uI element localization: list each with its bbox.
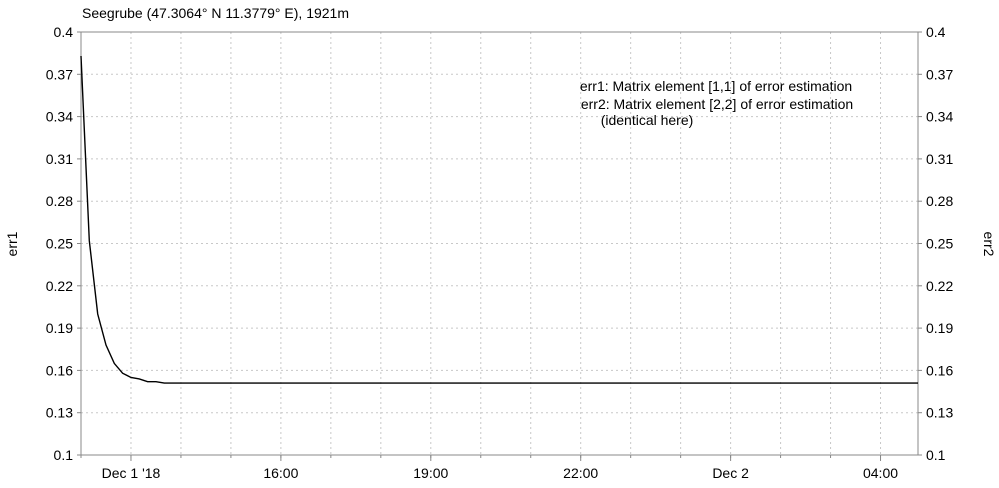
y-tick-label-left: 0.28 — [46, 193, 73, 209]
y-tick-label-right: 0.25 — [926, 236, 953, 252]
axis-ticks: 0.1 0.1 0.13 0.13 0.16 0.16 0.19 0.19 0.22 0.22 0.… — [46, 24, 954, 481]
y-tick-label-right: 0.28 — [926, 193, 953, 209]
y-tick-label-left: 0.37 — [46, 66, 73, 82]
y-tick-label-left: 0.16 — [46, 362, 73, 378]
y-axis-label-right: err2 — [981, 232, 997, 257]
annotation-err1: err1: Matrix element [1,1] of error esti… — [580, 78, 852, 94]
y-tick-label-right: 0.4 — [926, 24, 946, 40]
x-tick-label: 16:00 — [263, 465, 298, 481]
y-tick-label-right: 0.16 — [926, 362, 953, 378]
annotation-note: (identical here) — [601, 112, 694, 128]
annotation-err2: err2: Matrix element [2,2] of error esti… — [581, 96, 853, 112]
x-tick-label: 04:00 — [863, 465, 898, 481]
y-tick-label-right: 0.1 — [926, 447, 946, 463]
y-tick-label-right: 0.22 — [926, 278, 953, 294]
y-tick-label-right: 0.34 — [926, 109, 953, 125]
x-tick-label: Dec 2 — [712, 465, 749, 481]
series-line — [80, 55, 918, 384]
grid — [81, 32, 918, 455]
y-tick-label-right: 0.19 — [926, 320, 953, 336]
y-tick-label-left: 0.34 — [46, 109, 73, 125]
y-tick-label-left: 0.13 — [46, 405, 73, 421]
y-tick-label-left: 0.22 — [46, 278, 73, 294]
y-tick-label-left: 0.4 — [54, 24, 74, 40]
y-tick-label-left: 0.19 — [46, 320, 73, 336]
y-axis-label-left: err1 — [4, 231, 20, 256]
x-tick-label: Dec 1 '18 — [102, 465, 161, 481]
y-tick-label-left: 0.25 — [46, 236, 73, 252]
x-tick-label: 19:00 — [413, 465, 448, 481]
y-tick-label-right: 0.37 — [926, 66, 953, 82]
y-tick-label-left: 0.1 — [54, 447, 74, 463]
series-layer — [80, 55, 918, 384]
y-tick-label-right: 0.31 — [926, 151, 953, 167]
y-tick-label-left: 0.31 — [46, 151, 73, 167]
y-tick-label-right: 0.13 — [926, 405, 953, 421]
x-tick-label: 22:00 — [563, 465, 598, 481]
chart-title: Seegrube (47.3064° N 11.3779° E), 1921m — [82, 5, 349, 21]
